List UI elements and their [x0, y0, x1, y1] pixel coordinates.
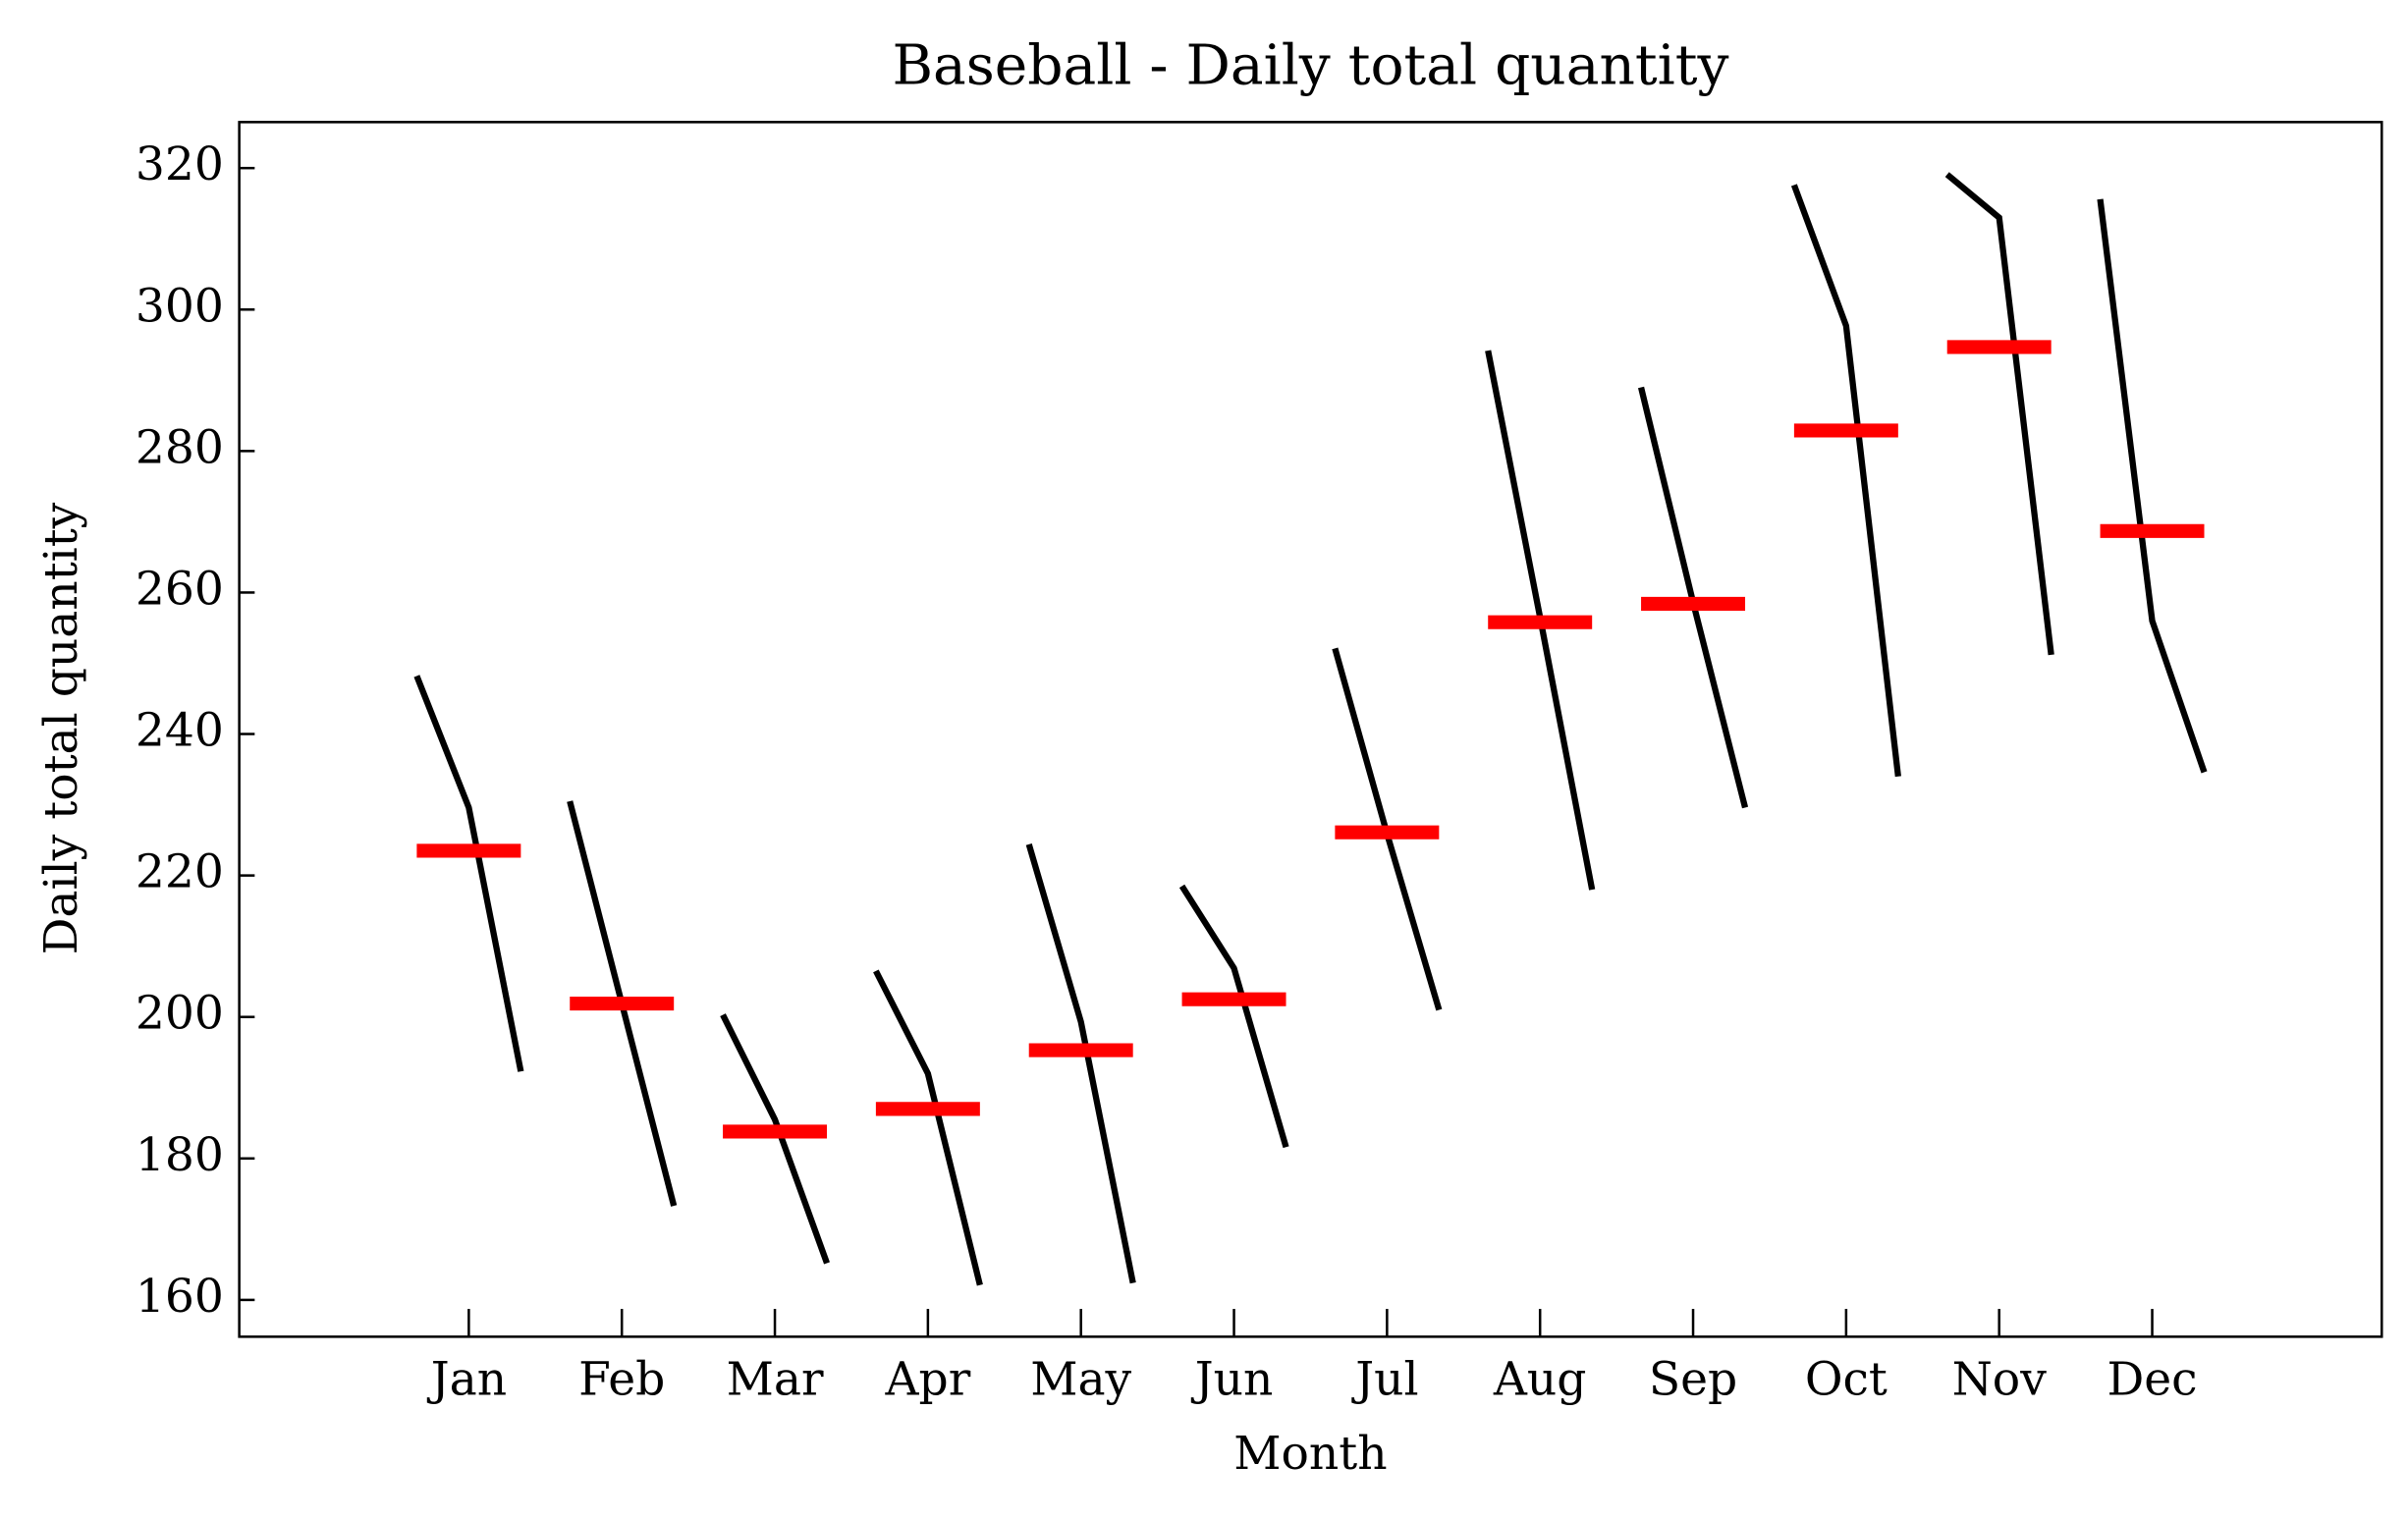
month-line: [873, 969, 983, 1286]
month-line: [1025, 843, 1136, 1284]
x-tick-label: Dec: [2107, 1353, 2197, 1407]
y-tick-label: 260: [136, 562, 224, 616]
x-tick-label: Nov: [1952, 1353, 2048, 1407]
y-tick-label: 160: [136, 1270, 224, 1324]
chart-title: Baseball - Daily total quantity: [892, 32, 1728, 97]
x-tick-label: Apr: [884, 1353, 970, 1407]
x-tick-label: Feb: [578, 1353, 665, 1407]
month-line: [1944, 172, 2054, 656]
x-tick-label: Jul: [1351, 1353, 1418, 1407]
y-axis-label: Daily total quantity: [34, 502, 88, 954]
y-tick-label: 320: [136, 137, 224, 191]
y-tick-label: 300: [136, 279, 224, 333]
plot-frame: [238, 121, 2383, 1338]
month-line: [720, 1013, 830, 1265]
x-tick-label: Aug: [1493, 1353, 1587, 1407]
x-tick-label: Mar: [727, 1353, 824, 1407]
x-tick-label: Oct: [1805, 1353, 1888, 1407]
x-axis-label: Month: [1233, 1427, 1387, 1481]
y-tick-label: 200: [136, 987, 224, 1041]
month-line: [2097, 198, 2208, 774]
y-tick-label: 220: [136, 845, 224, 899]
month-line: [1178, 884, 1289, 1149]
x-tick-label: Sep: [1649, 1353, 1737, 1407]
x-tick-label: May: [1030, 1353, 1131, 1407]
y-tick-label: 180: [136, 1128, 224, 1182]
y-tick-label: 240: [136, 704, 224, 758]
month-line: [1790, 184, 1901, 778]
x-tick-label: Jan: [427, 1353, 507, 1407]
x-tick-label: Jun: [1191, 1353, 1274, 1407]
y-tick-label: 280: [136, 420, 224, 474]
month-line: [413, 675, 524, 1072]
